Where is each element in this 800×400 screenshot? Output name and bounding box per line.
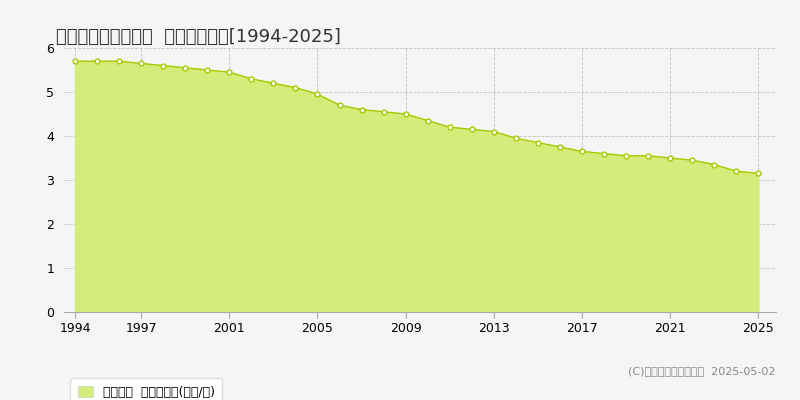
Legend: 公示地価  平均坪単価(万円/坪): 公示地価 平均坪単価(万円/坪) xyxy=(70,378,222,400)
Text: (C)土地価格ドットコム  2025-05-02: (C)土地価格ドットコム 2025-05-02 xyxy=(629,366,776,376)
Text: 東白川郡塙町上石井  公示地価推移[1994-2025]: 東白川郡塙町上石井 公示地価推移[1994-2025] xyxy=(56,28,341,46)
